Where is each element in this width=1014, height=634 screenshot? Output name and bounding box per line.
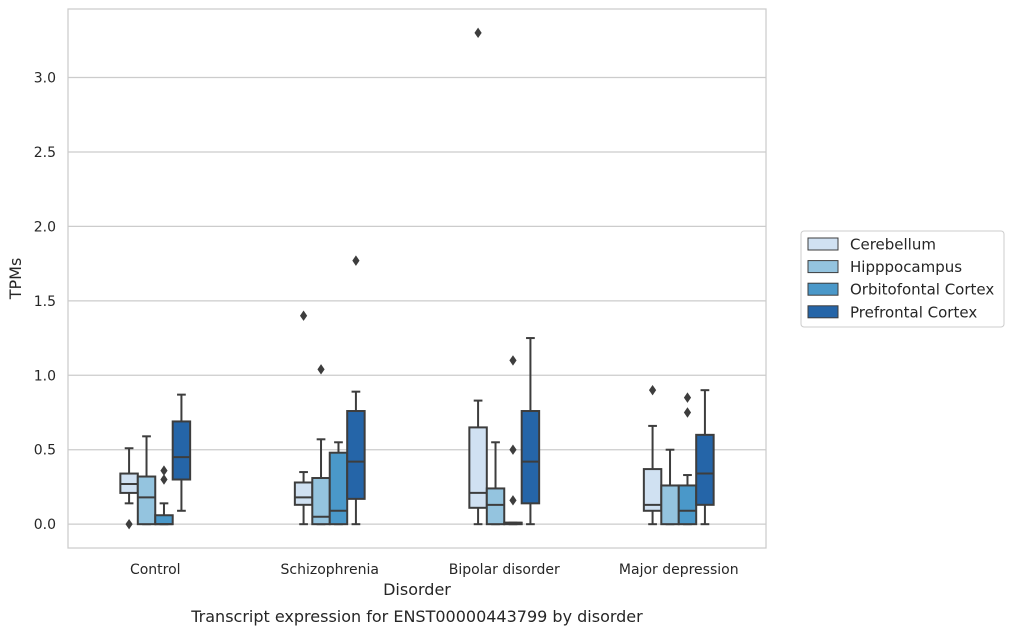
x-tick-label: Major depression xyxy=(619,562,739,578)
box xyxy=(520,337,541,526)
box xyxy=(503,355,523,526)
box-body xyxy=(677,484,698,526)
series-0 xyxy=(119,27,663,530)
legend-label: Cerebellum xyxy=(850,236,936,254)
series-3 xyxy=(171,255,715,526)
x-axis-label: Disorder xyxy=(383,580,451,599)
series-2 xyxy=(154,355,698,526)
legend: Cerebellum Hipppocampus Orbitofontal Corte… xyxy=(800,230,1005,328)
y-tick-label: 0.5 xyxy=(34,443,56,459)
box xyxy=(293,310,314,526)
y-axis-label: TPMs xyxy=(6,258,25,301)
y-tick-labels: 0.0 0.5 1.0 1.5 2.0 2.5 3.0 xyxy=(34,70,56,533)
box-body xyxy=(171,420,192,481)
box-body xyxy=(520,410,541,505)
y-tick-label: 2.5 xyxy=(34,145,56,161)
box-body xyxy=(346,410,366,500)
box-body xyxy=(136,475,157,526)
plot-frame xyxy=(67,8,767,549)
y-tick-label: 2.0 xyxy=(34,219,56,235)
legend-swatch xyxy=(807,305,839,319)
series-1 xyxy=(136,364,680,526)
legend-label: Hipppocampus xyxy=(850,258,962,276)
x-tick-label: Schizophrenia xyxy=(281,562,379,578)
legend-item: Orbitofontal Cortex xyxy=(807,281,994,299)
box xyxy=(171,393,192,512)
outlier-point xyxy=(509,444,517,455)
legend-item: Hipppocampus xyxy=(807,258,962,276)
box xyxy=(642,384,663,526)
box-series xyxy=(119,27,715,530)
legend-swatch xyxy=(807,282,839,296)
box-body xyxy=(660,484,680,526)
box-body xyxy=(154,514,174,526)
legend-swatch xyxy=(807,260,839,274)
outlier-point xyxy=(474,27,482,39)
box xyxy=(328,441,349,526)
box-body xyxy=(468,426,488,509)
outlier-point xyxy=(160,465,168,476)
box xyxy=(136,435,157,526)
box-body xyxy=(328,451,349,526)
chart-caption: Transcript expression for ENST0000044379… xyxy=(190,607,643,626)
y-tick-label: 0.0 xyxy=(34,517,56,533)
outlier-point xyxy=(683,407,692,418)
outlier-point xyxy=(160,474,168,485)
box xyxy=(485,441,506,526)
x-tick-label: Bipolar disorder xyxy=(449,562,560,578)
outlier-point xyxy=(352,255,360,266)
outlier-point xyxy=(509,355,517,366)
box xyxy=(154,465,174,526)
outlier-point xyxy=(509,495,517,506)
legend-label: Prefrontal Cortex xyxy=(850,303,977,321)
outlier-point xyxy=(648,384,657,396)
outlier-point xyxy=(683,392,692,403)
y-tick-label: 3.0 xyxy=(34,70,56,86)
legend-label: Orbitofontal Cortex xyxy=(850,281,994,299)
outlier-point xyxy=(125,518,133,530)
legend-swatch xyxy=(807,237,839,251)
box-body xyxy=(695,433,715,506)
box xyxy=(677,392,698,526)
y-tick-label: 1.0 xyxy=(34,368,56,384)
box xyxy=(311,364,331,526)
legend-item: Cerebellum xyxy=(807,236,936,254)
x-tick-label: Control xyxy=(130,562,181,578)
box xyxy=(695,389,715,526)
box xyxy=(346,255,366,526)
legend-item: Prefrontal Cortex xyxy=(807,303,977,321)
outlier-point xyxy=(299,310,308,321)
box-body xyxy=(293,481,314,506)
x-tick-labels: Control Schizophrenia Bipolar disorder Majo… xyxy=(130,562,739,578)
legend-frame xyxy=(800,230,1005,328)
box-body xyxy=(485,487,506,526)
box xyxy=(660,448,680,526)
box xyxy=(468,27,488,526)
y-tick-label: 1.5 xyxy=(34,294,56,310)
outlier-point xyxy=(317,364,325,375)
box xyxy=(119,447,139,530)
